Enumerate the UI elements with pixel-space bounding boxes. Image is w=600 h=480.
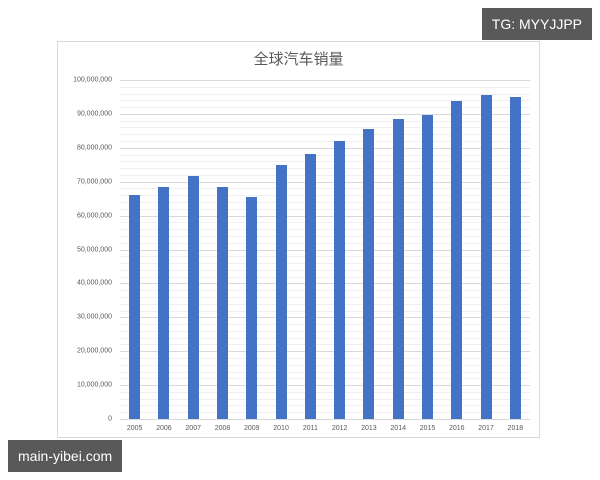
y-tick-label: 10,000,000 bbox=[76, 381, 112, 389]
gridline bbox=[120, 222, 530, 224]
bar-2005 bbox=[129, 195, 141, 419]
gridline bbox=[120, 229, 530, 231]
chart-title: 全球汽车销量 bbox=[253, 50, 344, 68]
gridline bbox=[120, 202, 530, 204]
bar-2008 bbox=[217, 187, 228, 419]
gridline bbox=[120, 127, 530, 129]
gridline bbox=[120, 86, 530, 88]
gridline bbox=[120, 195, 530, 197]
bar-2010 bbox=[275, 164, 287, 419]
gridline bbox=[120, 357, 530, 359]
x-tick-label: 2015 bbox=[419, 425, 436, 432]
x-tick-label: 2016 bbox=[448, 425, 465, 432]
gridline bbox=[120, 80, 530, 81]
bar-2007 bbox=[187, 176, 199, 419]
x-tick-label: 2005 bbox=[126, 425, 143, 432]
gridline bbox=[120, 290, 530, 292]
gridline bbox=[120, 188, 530, 190]
bar-2017 bbox=[480, 94, 492, 419]
gridline bbox=[120, 93, 530, 95]
gridline bbox=[120, 113, 530, 115]
gridline bbox=[120, 249, 530, 251]
gridline bbox=[120, 337, 530, 339]
gridline bbox=[120, 215, 530, 217]
bar-2011 bbox=[304, 154, 316, 419]
x-tick-label: 2017 bbox=[478, 425, 494, 432]
gridline bbox=[120, 107, 530, 109]
gridline bbox=[120, 419, 530, 420]
gridline bbox=[120, 134, 530, 136]
gridline bbox=[120, 235, 530, 237]
gridline bbox=[120, 330, 530, 332]
bar-2015 bbox=[422, 114, 433, 419]
gridline bbox=[120, 100, 530, 102]
y-tick-label: 0 bbox=[108, 415, 112, 423]
gridline bbox=[120, 147, 530, 149]
gridline bbox=[120, 296, 530, 298]
gridline bbox=[120, 161, 530, 163]
gridline bbox=[120, 303, 530, 305]
gridline bbox=[120, 371, 530, 373]
bar-2006 bbox=[158, 187, 170, 419]
gridline bbox=[120, 120, 530, 122]
gridline bbox=[120, 378, 530, 380]
gridline bbox=[120, 276, 530, 278]
bar-2013 bbox=[363, 128, 375, 419]
chart-area: 全球汽车销量 0 10,000,000 20,000,000 30,000,000 40… bbox=[57, 41, 540, 438]
gridline bbox=[120, 412, 530, 414]
gridline bbox=[120, 208, 530, 210]
gridline bbox=[120, 391, 530, 393]
gridline bbox=[120, 310, 530, 312]
y-tick-label: 80,000,000 bbox=[76, 144, 112, 152]
gridline bbox=[120, 242, 530, 244]
gridline bbox=[120, 324, 530, 326]
gridline bbox=[120, 344, 530, 346]
gridline bbox=[120, 269, 530, 271]
x-tick-label: 2018 bbox=[507, 425, 524, 432]
y-tick-label: 20,000,000 bbox=[76, 347, 112, 355]
x-tick-label: 2013 bbox=[361, 425, 377, 432]
watermark-top-right: TG: MYYJJPP bbox=[481, 8, 592, 40]
gridline bbox=[120, 168, 530, 170]
bar-2014 bbox=[392, 119, 404, 419]
y-tick-label: 50,000,000 bbox=[76, 246, 112, 253]
gridline bbox=[120, 256, 530, 258]
y-tick-label: 90,000,000 bbox=[76, 110, 112, 118]
y-tick-label: 100,000,000 bbox=[73, 76, 112, 84]
x-tick-label: 2011 bbox=[302, 425, 318, 432]
y-tick-label: 70,000,000 bbox=[76, 178, 112, 186]
bar-2018 bbox=[509, 96, 521, 419]
watermark-bottom-left: main-yibei.com bbox=[8, 440, 123, 472]
gridline bbox=[120, 398, 530, 400]
gridline bbox=[120, 364, 530, 366]
x-tick-label: 2012 bbox=[331, 425, 348, 432]
y-tick-label: 40,000,000 bbox=[76, 279, 112, 287]
y-tick-label: 60,000,000 bbox=[76, 212, 112, 220]
plot-area: 0 10,000,000 20,000,000 30,000,000 40,000,00… bbox=[73, 77, 530, 432]
y-tick-label: 30,000,000 bbox=[76, 313, 112, 321]
gridline bbox=[120, 141, 530, 143]
bar-2012 bbox=[334, 140, 346, 419]
gridline bbox=[120, 181, 530, 183]
x-tick-label: 2009 bbox=[243, 425, 260, 432]
x-tick-label: 2008 bbox=[214, 425, 231, 432]
gridline bbox=[120, 385, 530, 387]
x-tick-label: 2007 bbox=[185, 425, 201, 432]
gridline bbox=[120, 283, 530, 285]
gridline bbox=[120, 154, 530, 156]
bar-2016 bbox=[451, 100, 463, 419]
gridline bbox=[120, 263, 530, 265]
gridline bbox=[120, 351, 530, 353]
x-tick-label: 2006 bbox=[156, 425, 172, 432]
gridline bbox=[120, 174, 530, 176]
bar-2009 bbox=[246, 196, 258, 419]
x-tick-label: 2010 bbox=[273, 425, 289, 432]
gridline bbox=[120, 405, 530, 407]
x-tick-label: 2014 bbox=[390, 425, 406, 432]
gridline bbox=[120, 317, 530, 319]
